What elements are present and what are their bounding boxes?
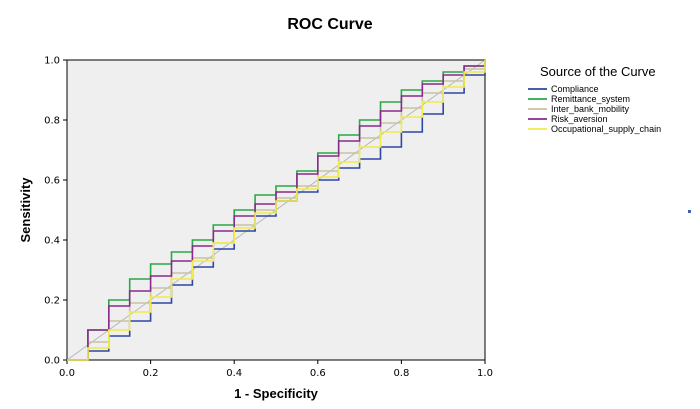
x-tick-label: 0.0: [59, 368, 75, 379]
y-axis-ticks: 0.0 0.2 0.4 0.6 0.8 1.0: [44, 56, 67, 367]
y-tick-label: 0.6: [44, 176, 60, 187]
y-tick-label: 1.0: [44, 56, 60, 67]
roc-series-line-risk-aversion: [67, 60, 486, 361]
x-tick-label: 0.8: [393, 368, 409, 379]
y-tick-label: 0.8: [44, 116, 60, 127]
roc-series-line-occupational-supply-chain: [67, 60, 486, 361]
y-axis-label: Sensitivity: [18, 177, 33, 243]
x-tick-label: 1.0: [477, 368, 493, 379]
legend: Source of the Curve ComplianceRemittance…: [528, 64, 661, 134]
legend-label: Risk_aversion: [551, 114, 608, 124]
x-tick-label: 0.2: [143, 368, 159, 379]
chart-title: ROC Curve: [287, 16, 372, 33]
stray-mark: [688, 210, 691, 213]
y-tick-label: 0.4: [44, 236, 60, 247]
x-axis-ticks: 0.0 0.2 0.4 0.6 0.8 1.0: [59, 360, 493, 379]
legend-title: Source of the Curve: [540, 64, 656, 79]
x-tick-label: 0.4: [226, 368, 242, 379]
legend-label: Remittance_system: [551, 94, 630, 104]
legend-items: ComplianceRemittance_systemInter_bank_mo…: [528, 84, 661, 134]
x-axis-label: 1 - Specificity: [234, 386, 319, 401]
y-tick-label: 0.0: [44, 356, 60, 367]
x-tick-label: 0.6: [310, 368, 326, 379]
series-layer: [67, 60, 486, 361]
legend-label: Compliance: [551, 84, 599, 94]
legend-label: Occupational_supply_chain: [551, 124, 661, 134]
y-tick-label: 0.2: [44, 296, 60, 307]
legend-label: Inter_bank_mobility: [551, 104, 630, 114]
